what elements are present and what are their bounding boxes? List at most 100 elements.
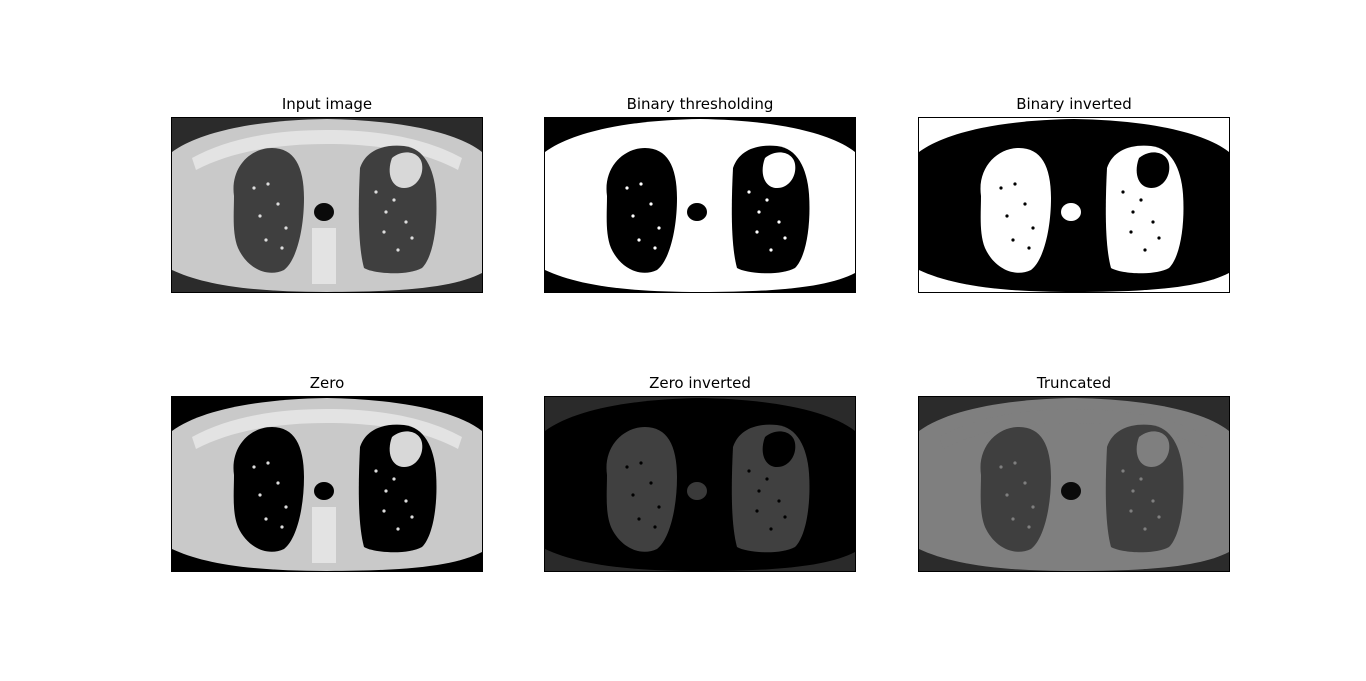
left-lung — [606, 427, 677, 552]
vessel-spot — [765, 477, 769, 481]
rib-band — [192, 409, 462, 449]
vessel-spot — [777, 220, 781, 224]
vessel-spot — [252, 465, 256, 469]
vessel-spot — [384, 489, 388, 493]
spine — [312, 228, 336, 284]
vessel-spot — [653, 246, 657, 250]
left-lung — [980, 427, 1051, 552]
vessel-spot — [1121, 190, 1125, 194]
vessel-spot — [747, 469, 751, 473]
vessel-spot — [374, 190, 378, 194]
vessel-spot — [392, 477, 396, 481]
vessel-spot — [410, 236, 414, 240]
vessel-spot — [783, 515, 787, 519]
ct-image-zero-inverted — [544, 396, 856, 572]
lung-mass — [1136, 431, 1170, 467]
lung-mass — [1136, 152, 1170, 188]
rib-band — [939, 409, 1209, 449]
vessel-spot — [1139, 477, 1143, 481]
vessel-spot — [276, 481, 280, 485]
ct-image-binary — [544, 117, 856, 293]
panel-title: Zero inverted — [649, 374, 751, 392]
vessel-spot — [657, 226, 661, 230]
left-lung — [606, 148, 677, 273]
rib-band — [565, 409, 835, 449]
vessel-spot — [1143, 527, 1147, 531]
vessel-spot — [653, 525, 657, 529]
trachea — [314, 203, 334, 221]
vessel-spot — [631, 214, 635, 218]
vessel-spot — [1013, 461, 1017, 465]
vessel-spot — [1157, 515, 1161, 519]
vessel-spot — [783, 236, 787, 240]
panel-title: Binary thresholding — [626, 95, 774, 113]
vessel-spot — [280, 525, 284, 529]
trachea — [1061, 482, 1081, 500]
vessel-spot — [382, 509, 386, 513]
vessel-spot — [631, 493, 635, 497]
rib-band — [565, 130, 835, 170]
vessel-spot — [1129, 509, 1133, 513]
vessel-spot — [1013, 182, 1017, 186]
spine — [1059, 507, 1083, 563]
vessel-spot — [280, 246, 284, 250]
vessel-spot — [396, 248, 400, 252]
rib-band — [192, 130, 462, 170]
ct-image-binary-inverted — [918, 117, 1230, 293]
panel-title: Zero — [309, 374, 345, 392]
trachea — [687, 203, 707, 221]
vessel-spot — [276, 202, 280, 206]
vessel-spot — [382, 230, 386, 234]
vessel-spot — [1023, 481, 1027, 485]
vessel-spot — [252, 186, 256, 190]
lung-mass — [762, 431, 796, 467]
vessel-spot — [999, 186, 1003, 190]
vessel-spot — [765, 198, 769, 202]
vessel-spot — [1151, 499, 1155, 503]
vessel-spot — [384, 210, 388, 214]
vessel-spot — [1131, 210, 1135, 214]
vessel-spot — [1157, 236, 1161, 240]
vessel-spot — [999, 465, 1003, 469]
lung-mass — [762, 152, 796, 188]
vessel-spot — [374, 469, 378, 473]
ct-image-truncated — [918, 396, 1230, 572]
vessel-spot — [755, 509, 759, 513]
left-lung — [233, 427, 304, 552]
vessel-spot — [777, 499, 781, 503]
vessel-spot — [404, 220, 408, 224]
vessel-spot — [637, 517, 641, 521]
ct-image-zero — [171, 396, 483, 572]
vessel-spot — [284, 505, 288, 509]
vessel-spot — [1031, 505, 1035, 509]
vessel-spot — [410, 515, 414, 519]
vessel-spot — [1011, 238, 1015, 242]
vessel-spot — [258, 214, 262, 218]
panel-title: Truncated — [1036, 374, 1112, 392]
vessel-spot — [747, 190, 751, 194]
vessel-spot — [266, 461, 270, 465]
spine — [685, 228, 709, 284]
vessel-spot — [657, 505, 661, 509]
vessel-spot — [649, 202, 653, 206]
vessel-spot — [396, 527, 400, 531]
lung-mass — [389, 152, 423, 188]
rib-band — [939, 130, 1209, 170]
vessel-spot — [637, 238, 641, 242]
spine — [1059, 228, 1083, 284]
vessel-spot — [404, 499, 408, 503]
vessel-spot — [1131, 489, 1135, 493]
left-lung — [233, 148, 304, 273]
vessel-spot — [1121, 469, 1125, 473]
vessel-spot — [264, 517, 268, 521]
vessel-spot — [1027, 246, 1031, 250]
vessel-spot — [258, 493, 262, 497]
panel-title: Input image — [281, 95, 373, 113]
vessel-spot — [266, 182, 270, 186]
left-lung — [980, 148, 1051, 273]
vessel-spot — [284, 226, 288, 230]
vessel-spot — [769, 527, 773, 531]
vessel-spot — [649, 481, 653, 485]
vessel-spot — [757, 489, 761, 493]
spine — [312, 507, 336, 563]
